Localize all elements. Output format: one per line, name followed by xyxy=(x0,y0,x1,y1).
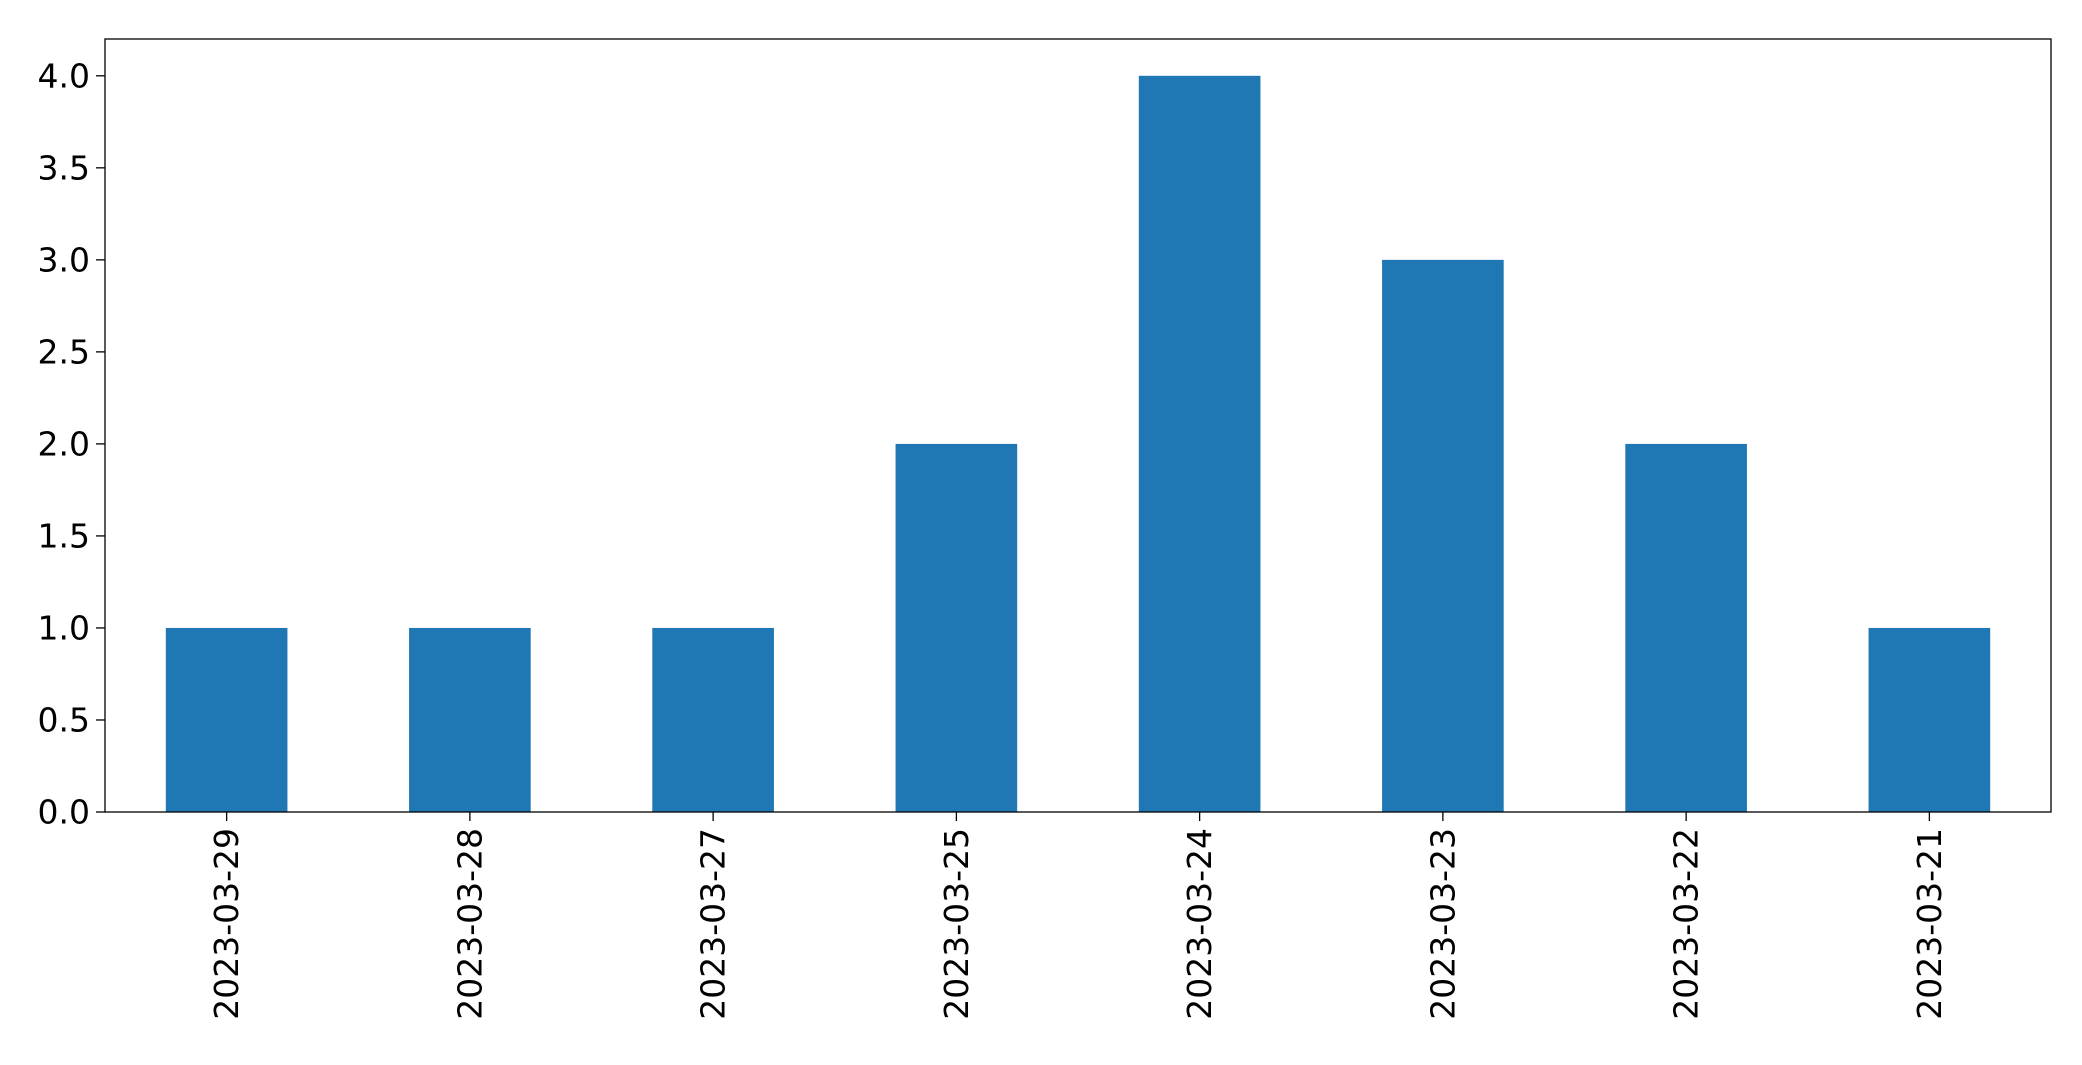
bar-2023-03-22 xyxy=(1625,443,1747,812)
x-tick-label-2023-03-24: 2023-03-24 xyxy=(1180,828,1219,1020)
bar-2023-03-27 xyxy=(652,627,774,812)
plot-frame xyxy=(104,38,2052,813)
y-tick-label: 1.5 xyxy=(38,516,90,555)
x-tick-label-2023-03-22: 2023-03-22 xyxy=(1667,828,1706,1020)
bar-2023-03-24 xyxy=(1138,75,1261,812)
bar-2023-03-29 xyxy=(165,627,288,812)
y-tick-label: 2.5 xyxy=(38,332,90,371)
y-tick-label: 0.0 xyxy=(38,793,90,832)
bar-2023-03-28 xyxy=(409,627,531,812)
x-tick-label-2023-03-27: 2023-03-27 xyxy=(694,828,733,1020)
y-tick-label: 1.0 xyxy=(38,608,90,647)
y-axis: 0.0 0.5 1.0 1.5 2.0 2.5 3.0 3.5 4.0 xyxy=(38,56,105,832)
bar-2023-03-23 xyxy=(1382,259,1504,812)
x-tick-label-2023-03-28: 2023-03-28 xyxy=(450,828,489,1020)
y-tick-label: 4.0 xyxy=(38,56,90,95)
y-tick-label: 2.0 xyxy=(38,424,90,463)
bar-2023-03-25 xyxy=(895,443,1018,812)
x-tick-label-2023-03-21: 2023-03-21 xyxy=(1910,828,1949,1020)
x-tick-label-2023-03-25: 2023-03-25 xyxy=(937,828,976,1020)
y-tick-label: 3.5 xyxy=(38,148,90,187)
y-tick-label: 0.5 xyxy=(38,700,90,739)
x-tick-label-2023-03-29: 2023-03-29 xyxy=(207,828,246,1020)
y-tick-label: 3.0 xyxy=(38,240,90,279)
bar-2023-03-21 xyxy=(1868,627,1991,812)
x-axis: 2023-03-29 2023-03-28 2023-03-27 2023-03-25… xyxy=(207,812,1949,1020)
bars-layer xyxy=(165,75,1991,812)
x-tick-label-2023-03-23: 2023-03-23 xyxy=(1423,828,1462,1020)
